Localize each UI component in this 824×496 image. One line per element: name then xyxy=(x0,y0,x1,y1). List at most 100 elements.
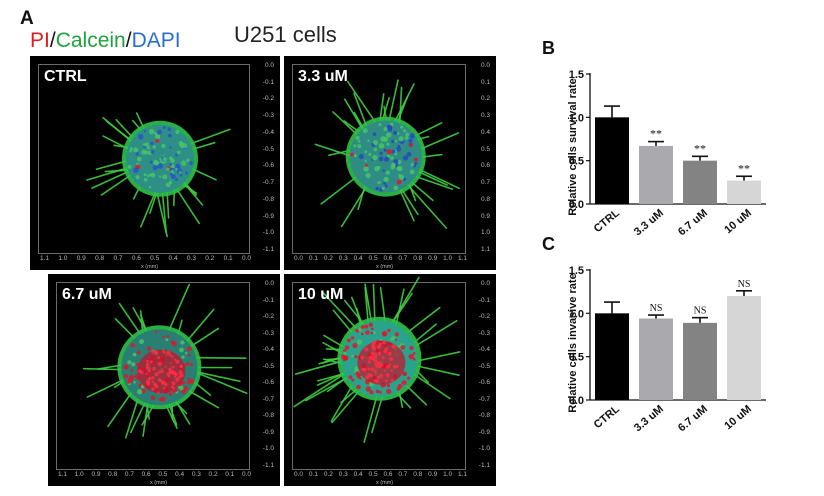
calcein-fiber xyxy=(398,86,403,127)
micrograph-y-tick: 0.7 xyxy=(480,179,490,187)
cell-speck xyxy=(371,346,377,351)
micrograph-frame xyxy=(38,64,250,254)
cell-speck xyxy=(368,356,372,360)
micrograph-x-tick: 1.1 xyxy=(40,255,50,262)
cell-speck xyxy=(382,136,389,142)
micrograph-x-tick: 0.0 xyxy=(242,255,252,262)
cell-speck xyxy=(383,349,388,354)
cell-speck xyxy=(351,378,355,382)
cell-speck xyxy=(136,350,141,355)
cell-speck xyxy=(136,156,142,162)
calcein-fiber xyxy=(353,92,368,129)
calcein-fiber xyxy=(125,395,140,439)
cell-speck xyxy=(394,139,397,143)
cell-speck xyxy=(382,169,385,173)
chart-y-label: Relative cells survival rate xyxy=(567,78,579,216)
chart-y-tick-label: 0.0 xyxy=(569,199,584,211)
cell-speck xyxy=(151,380,154,383)
cell-speck xyxy=(127,377,134,383)
cell-speck xyxy=(145,362,150,367)
cell-speck xyxy=(387,126,393,132)
chart-significance-label: NS xyxy=(694,306,707,317)
cell-speck xyxy=(163,382,168,387)
calcein-fiber xyxy=(100,173,133,196)
calcein-fiber xyxy=(194,371,248,395)
cell-speck xyxy=(412,351,416,355)
micrograph-y-tick: -0.9 xyxy=(262,212,274,220)
micrograph-x-tick: 0.8 xyxy=(95,255,105,262)
cell-speck xyxy=(181,389,187,395)
micrograph-x-tick: 0.0 xyxy=(294,471,304,478)
cell-speck xyxy=(367,367,371,371)
cell-speck xyxy=(123,374,129,379)
cell-speck xyxy=(383,127,388,132)
cell-speck xyxy=(370,327,374,331)
cell-speck xyxy=(182,381,186,385)
micrograph-y-tick: -0.6 xyxy=(262,162,274,170)
cell-speck xyxy=(398,136,404,142)
cell-speck xyxy=(170,340,175,344)
micrograph-y-tick: -1.1 xyxy=(262,462,274,469)
stain-legend-part: / xyxy=(49,29,56,52)
cell-speck xyxy=(150,395,156,401)
cell-speck xyxy=(365,386,371,392)
cell-speck xyxy=(348,375,353,380)
micrograph-y-tick: -0.5 xyxy=(478,362,490,370)
cell-speck xyxy=(151,387,155,391)
cell-speck xyxy=(137,389,143,395)
cell-speck xyxy=(396,146,402,152)
stain-legend-part: PI xyxy=(30,29,50,52)
cell-speck xyxy=(408,138,413,143)
micrograph-x-tick: 0.3 xyxy=(186,255,196,262)
cell-speck xyxy=(169,146,172,149)
cell-speck xyxy=(143,177,148,182)
cell-speck xyxy=(166,350,171,355)
micrograph-x-tick: 1.0 xyxy=(58,255,68,262)
cell-speck xyxy=(378,156,384,162)
micrograph-label: CTRL xyxy=(44,68,87,85)
chart-significance-label: ** xyxy=(650,127,662,141)
cell-speck xyxy=(162,174,168,180)
micrograph-x-unit: x (mm) xyxy=(376,480,394,486)
micrograph-x-tick: 0.4 xyxy=(175,471,185,478)
cell-speck xyxy=(168,392,173,396)
cell-speck xyxy=(168,369,173,374)
cell-speck xyxy=(154,330,158,334)
micrograph-y-tick: -0.4 xyxy=(478,346,490,354)
cell-speck xyxy=(123,364,129,370)
cell-speck xyxy=(170,385,174,389)
calcein-fiber xyxy=(414,351,461,363)
cell-speck xyxy=(154,372,159,377)
calcein-fiber xyxy=(82,367,125,371)
cell-speck xyxy=(346,338,351,343)
cell-speck xyxy=(132,352,137,357)
calcein-fiber xyxy=(418,132,460,151)
calcein-fiber xyxy=(91,170,131,189)
cell-speck xyxy=(377,361,382,365)
micrograph-y-tick: -0.1 xyxy=(262,78,274,86)
calcein-fiber xyxy=(331,388,362,424)
micrograph-y-tick: -0.7 xyxy=(478,395,490,403)
cell-speck xyxy=(143,173,147,177)
calcein-fiber xyxy=(118,302,143,337)
cell-speck xyxy=(381,355,385,360)
cell-speck xyxy=(385,373,390,378)
cell-speck xyxy=(139,339,145,345)
cell-speck xyxy=(167,133,172,138)
micrograph-y-tick: 0.5 xyxy=(480,145,490,153)
cell-speck xyxy=(383,369,386,372)
cell-speck xyxy=(146,346,152,351)
cell-speck xyxy=(360,325,365,329)
calcein-fiber xyxy=(346,80,378,125)
cell-speck xyxy=(133,167,139,174)
cell-speck xyxy=(127,164,132,169)
micrograph-x-tick: 0.6 xyxy=(383,471,393,478)
cell-speck xyxy=(161,335,165,339)
cell-speck xyxy=(378,365,382,369)
micrograph-x-tick: 0.9 xyxy=(91,471,101,478)
cell-speck xyxy=(385,364,390,369)
micrograph-y-tick: 0.8 xyxy=(480,195,490,203)
micrograph-x-tick: 0.8 xyxy=(413,255,423,262)
cell-speck xyxy=(397,160,402,165)
cell-speck xyxy=(180,142,184,146)
